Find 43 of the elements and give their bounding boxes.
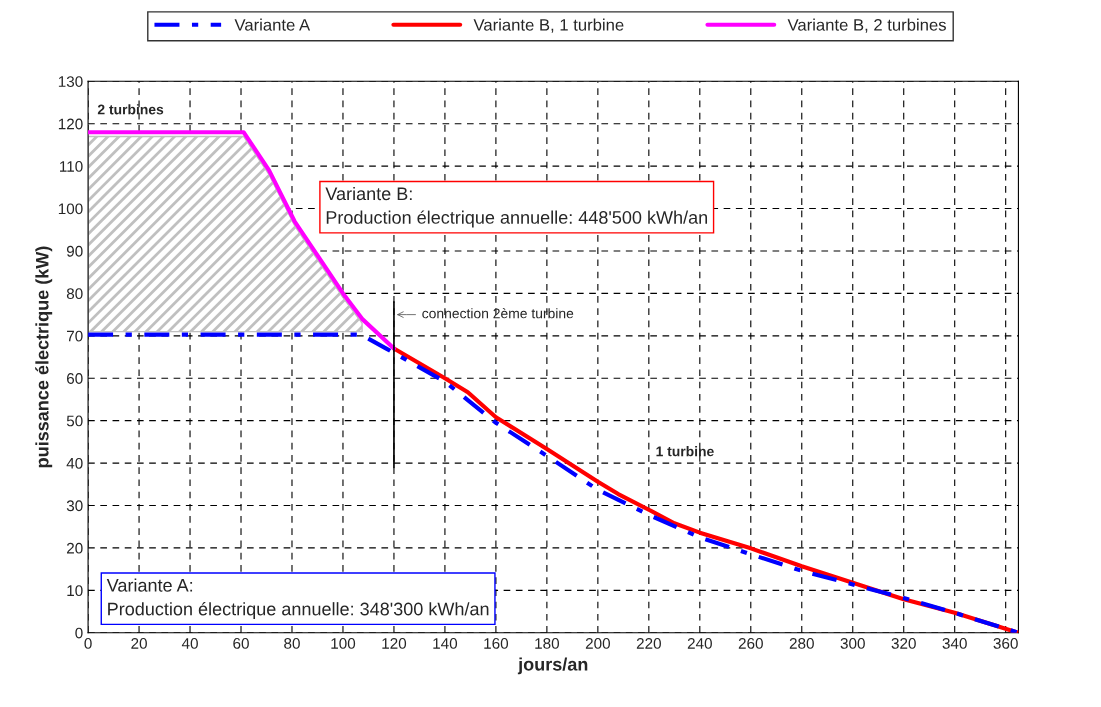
x-tick-label: 200 (585, 638, 611, 649)
x-tick-label: 260 (738, 638, 763, 649)
y-tick-label: 20 (67, 542, 83, 554)
x-tick-label: 160 (484, 638, 509, 649)
x-tick-label: 40 (181, 638, 198, 649)
x-tick-label: 320 (891, 638, 916, 649)
annotation: 2 turbines (97, 104, 164, 115)
annotation: Variante A: Production électrique annuelle: 348'300 kWh/an (106, 578, 489, 619)
y-tick-label: 100 (58, 203, 83, 215)
y-tick-label: 90 (66, 245, 83, 257)
y-tick-label: 10 (67, 585, 83, 597)
legend-label: Variante B, 1 turbine (473, 18, 624, 33)
y-tick-label: 30 (66, 500, 83, 512)
annotation: 1 turbine (656, 446, 714, 457)
y-axis-title: puissance électrique (kW) (35, 246, 53, 468)
x-tick-label: 180 (535, 638, 560, 649)
annotation: Variante B: Production électrique annuelle: 448'500 kWh/an (325, 186, 708, 228)
legend-label: Variante B, 2 turbines (787, 18, 946, 33)
x-axis-title: jours/an (517, 657, 588, 675)
x-tick-label: 340 (942, 638, 967, 649)
y-tick-label: 40 (66, 457, 83, 469)
y-tick-label: 80 (66, 288, 83, 300)
y-tick-label: 110 (60, 161, 83, 172)
y-tick-label: 60 (67, 373, 83, 384)
legend-label: Variante A (234, 18, 311, 31)
y-tick-label: 70 (67, 330, 83, 342)
y-tick-label: 50 (66, 415, 83, 427)
x-tick-label: 220 (636, 638, 661, 649)
x-tick-label: 140 (433, 638, 458, 649)
x-tick-label: 20 (131, 638, 147, 649)
x-tick-label: 80 (284, 638, 300, 649)
x-tick-label: 300 (840, 638, 865, 649)
x-tick-label: 60 (233, 638, 249, 649)
x-tick-label: 120 (382, 638, 407, 649)
y-tick-label: 120 (58, 118, 83, 130)
x-tick-label: 360 (993, 638, 1018, 649)
annotation: connection 2ème turbine (422, 307, 574, 319)
x-tick-label: 0 (84, 638, 92, 649)
y-tick-label: 0 (75, 627, 83, 639)
x-tick-label: 240 (687, 638, 712, 649)
y-tick-label: 130 (58, 76, 83, 87)
x-tick-label: 100 (331, 638, 356, 649)
x-tick-label: 280 (789, 638, 814, 649)
